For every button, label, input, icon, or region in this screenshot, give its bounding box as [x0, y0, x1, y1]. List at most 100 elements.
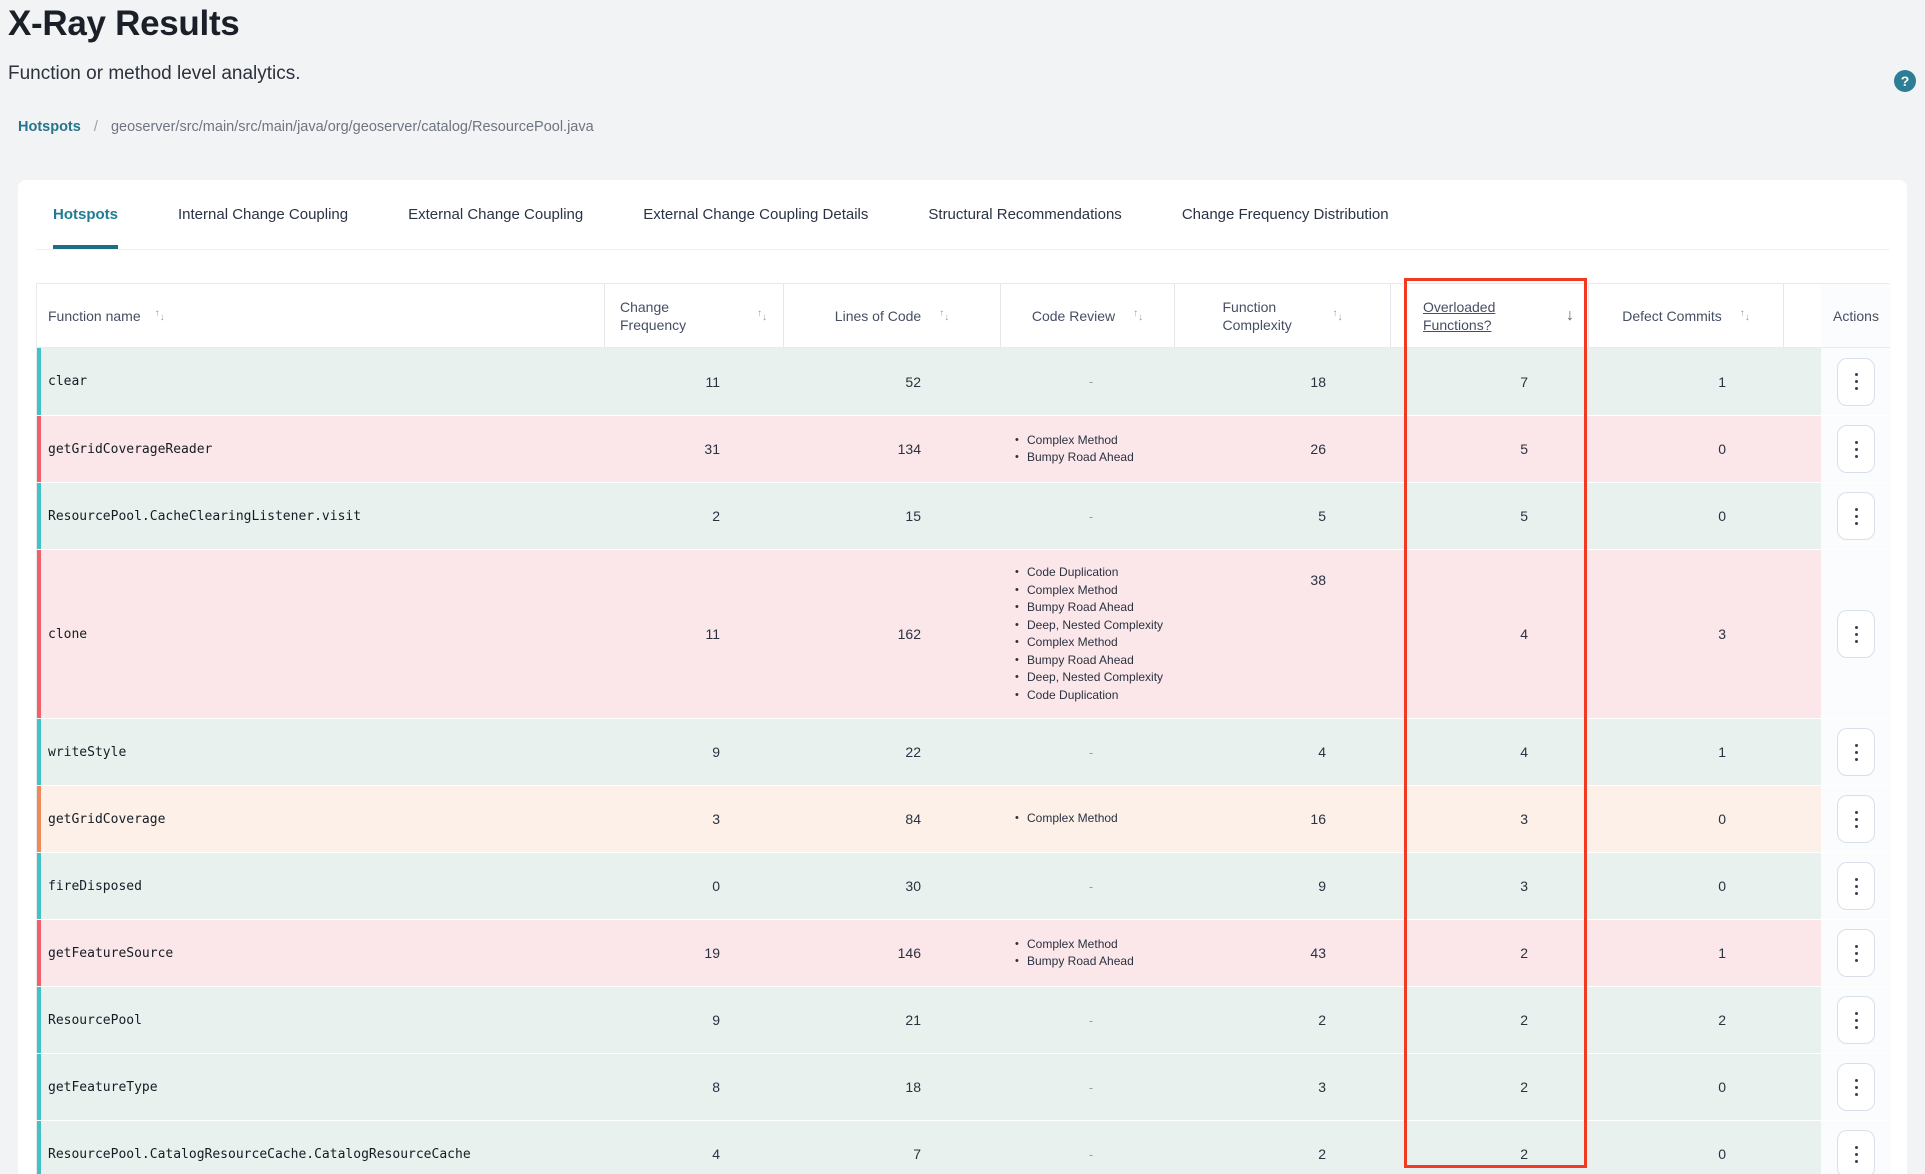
function-name-cell: getFeatureSource [37, 920, 605, 986]
table-row: ResourcePool.CacheClearingListener.visit… [37, 482, 1891, 549]
code-review-cell: Code DuplicationComplex MethodBumpy Road… [1001, 550, 1175, 718]
defect-commits-value: 1 [1589, 920, 1784, 986]
lines-of-code-value: 15 [784, 483, 1001, 549]
row-actions-button[interactable] [1837, 1063, 1875, 1111]
kebab-icon [1854, 440, 1858, 458]
change-frequency-value: 8 [605, 1054, 784, 1120]
code-review-issue: Code Duplication [1013, 687, 1169, 705]
kebab-icon [1854, 507, 1858, 525]
column-label: Function name [48, 307, 141, 324]
overloaded-functions-value: 2 [1391, 987, 1589, 1053]
kebab-icon [1854, 1145, 1858, 1163]
tab-internal-change-coupling[interactable]: Internal Change Coupling [178, 180, 348, 249]
page-subtitle: Function or method level analytics. [8, 63, 301, 84]
kebab-icon [1854, 625, 1858, 643]
code-review-cell: - [1001, 1121, 1175, 1174]
function-complexity-value: 16 [1175, 786, 1391, 852]
code-review-issue: Complex Method [1013, 810, 1169, 828]
kebab-dot [1854, 810, 1858, 814]
tab-external-change-coupling[interactable]: External Change Coupling [408, 180, 583, 249]
column-header-defect-commits[interactable]: Defect Commits ↑ ↓ [1589, 284, 1784, 347]
row-spacer [1784, 416, 1821, 482]
lines-of-code-value: 162 [784, 550, 1001, 718]
row-actions-button[interactable] [1837, 996, 1875, 1044]
kebab-icon [1854, 1078, 1858, 1096]
function-name: getFeatureType [48, 1079, 158, 1095]
kebab-icon [1854, 944, 1858, 962]
row-actions-button[interactable] [1837, 929, 1875, 977]
row-actions-button[interactable] [1837, 1130, 1875, 1174]
sort-icon[interactable]: ↑ ↓ [154, 307, 165, 323]
code-review-issue: Bumpy Road Ahead [1013, 953, 1169, 971]
row-actions-button[interactable] [1837, 492, 1875, 540]
table-row: clone11162Code DuplicationComplex Method… [37, 549, 1891, 718]
column-header-change-frequency[interactable]: Change Frequency ↑ ↓ [605, 284, 784, 347]
change-frequency-value: 9 [605, 987, 784, 1053]
code-review-issues: Complex MethodBumpy Road Ahead [1013, 936, 1169, 971]
column-label: Actions [1833, 307, 1879, 324]
change-frequency-value: 11 [605, 348, 784, 415]
overloaded-functions-value: 3 [1391, 853, 1589, 919]
kebab-dot [1854, 639, 1858, 643]
breadcrumb-separator: / [93, 119, 98, 135]
function-name-cell: fireDisposed [37, 853, 605, 919]
kebab-dot [1854, 824, 1858, 828]
code-review-issue: Deep, Nested Complexity [1013, 617, 1169, 635]
function-complexity-value: 4 [1175, 719, 1391, 785]
row-actions-button[interactable] [1837, 728, 1875, 776]
kebab-dot [1854, 944, 1858, 948]
code-review-cell: - [1001, 483, 1175, 549]
tab-external-change-coupling-details[interactable]: External Change Coupling Details [643, 180, 868, 249]
column-header-overloaded-functions[interactable]: Overloaded Functions? ↓ [1391, 284, 1589, 347]
kebab-dot [1854, 891, 1858, 895]
sort-icon[interactable]: ↑ ↓ [939, 307, 950, 323]
tab-structural-recommendations[interactable]: Structural Recommendations [928, 180, 1121, 249]
tab-label: External Change Coupling [408, 206, 584, 223]
column-header-lines-of-code[interactable]: Lines of Code ↑ ↓ [784, 284, 1001, 347]
sort-icon[interactable]: ↑ ↓ [1332, 307, 1343, 323]
tab-label: Change Frequency Distribution [1181, 206, 1389, 223]
overloaded-functions-value: 4 [1391, 550, 1589, 718]
function-name: ResourcePool.CatalogResourceCache.Catalo… [48, 1146, 471, 1162]
function-name: getFeatureSource [48, 945, 174, 961]
defect-commits-value: 2 [1589, 987, 1784, 1053]
code-review-cell: Complex MethodBumpy Road Ahead [1001, 920, 1175, 986]
row-spacer [1784, 987, 1821, 1053]
row-actions-button[interactable] [1837, 610, 1875, 658]
row-actions-button[interactable] [1837, 357, 1875, 406]
defect-commits-value: 0 [1589, 853, 1784, 919]
breadcrumb: Hotspots / geoserver/src/main/src/main/j… [18, 118, 1925, 136]
help-icon[interactable]: ? [1894, 70, 1916, 92]
column-label: Change Frequency [620, 298, 687, 333]
actions-cell [1821, 1121, 1891, 1174]
change-frequency-value: 0 [605, 853, 784, 919]
column-header-function-name[interactable]: Function name ↑ ↓ [37, 284, 605, 347]
sort-icon[interactable]: ↑ ↓ [757, 307, 767, 323]
actions-cell [1821, 550, 1891, 718]
breadcrumb-hotspots-link[interactable]: Hotspots [18, 119, 81, 135]
kebab-dot [1854, 440, 1858, 444]
code-review-issues: Complex MethodBumpy Road Ahead [1013, 432, 1169, 467]
column-header-code-review[interactable]: Code Review ↑ ↓ [1001, 284, 1175, 347]
function-name-cell: clear [37, 348, 605, 415]
code-review-issue: Complex Method [1013, 634, 1169, 652]
column-header-function-complexity[interactable]: Function Complexity ↑ ↓ [1175, 284, 1391, 347]
sort-icon[interactable]: ↑ ↓ [1739, 307, 1750, 323]
overloaded-functions-value: 3 [1391, 786, 1589, 852]
tab-label: Internal Change Coupling [178, 206, 349, 223]
kebab-dot [1854, 1145, 1858, 1149]
code-review-cell: - [1001, 1054, 1175, 1120]
code-review-issue: Bumpy Road Ahead [1013, 449, 1169, 467]
function-complexity-value: 26 [1175, 416, 1391, 482]
tab-change-frequency-distribution[interactable]: Change Frequency Distribution [1182, 180, 1389, 249]
row-actions-button[interactable] [1837, 862, 1875, 910]
row-actions-button[interactable] [1837, 795, 1875, 843]
tab-hotspots[interactable]: Hotspots [53, 180, 118, 249]
sort-icon[interactable]: ↑ ↓ [1133, 307, 1144, 323]
sort-descending-icon[interactable]: ↓ [1566, 306, 1574, 324]
actions-cell [1821, 786, 1891, 852]
row-actions-button[interactable] [1837, 425, 1875, 473]
function-name: ResourcePool.CacheClearingListener.visit [48, 508, 362, 524]
kebab-dot [1854, 951, 1858, 955]
